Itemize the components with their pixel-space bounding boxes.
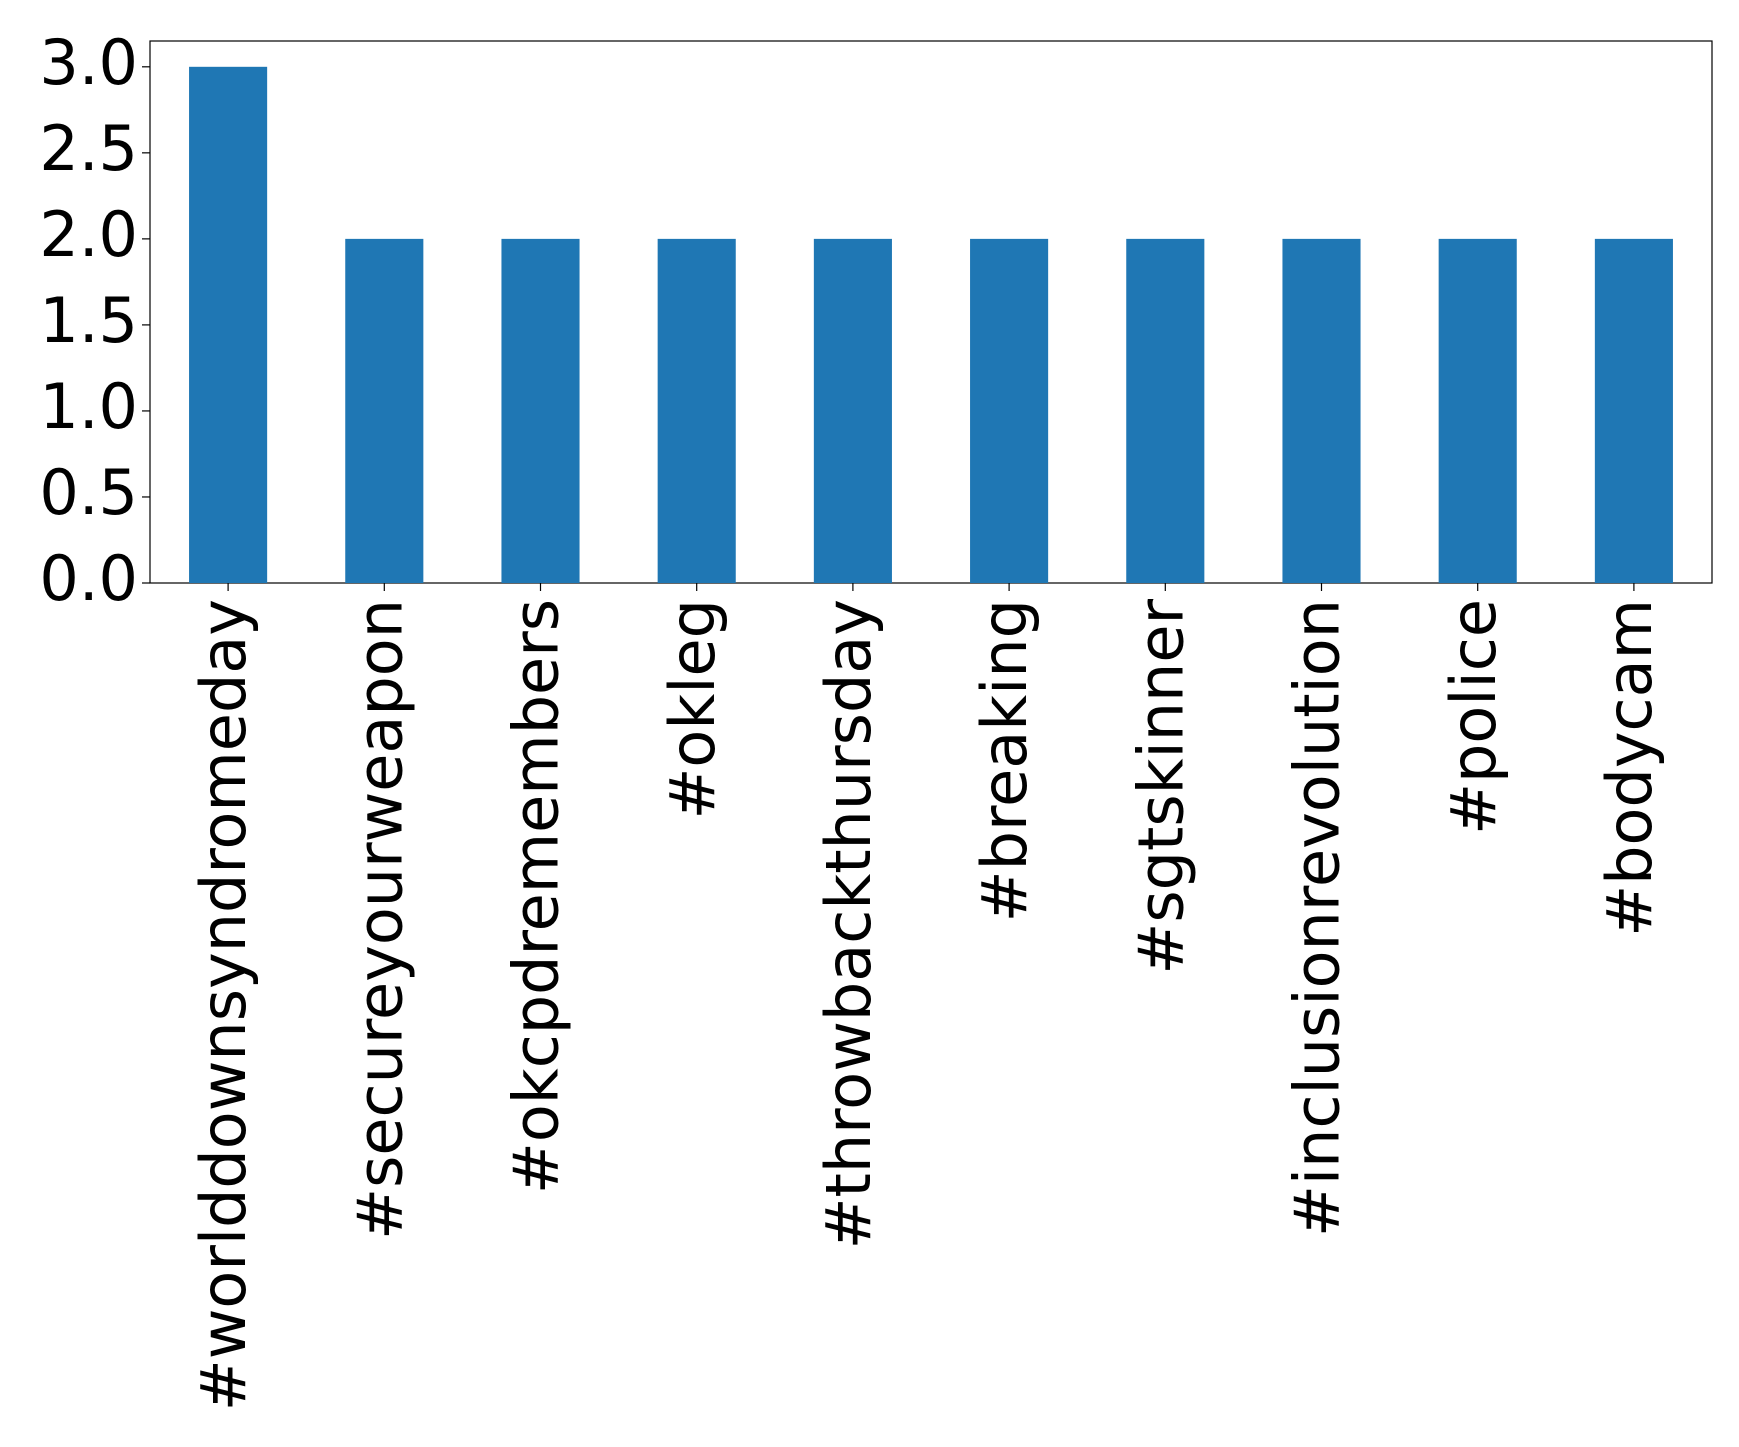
- bar: [501, 238, 580, 583]
- bar: [970, 238, 1049, 583]
- bar: [1282, 238, 1361, 583]
- y-tick-label: 1.5: [39, 284, 138, 357]
- x-tick-label: #secureyourweapon: [343, 599, 416, 1240]
- y-tick-label: 3.0: [39, 26, 138, 99]
- x-tick-label: #bodycam: [1593, 599, 1666, 937]
- bar: [657, 238, 736, 583]
- x-tick-label: #throwbackthursday: [812, 599, 885, 1249]
- y-tick-label: 1.0: [39, 370, 138, 443]
- x-tick-label: #okleg: [656, 599, 729, 820]
- y-tick-label: 2.0: [39, 198, 138, 271]
- bar: [1126, 238, 1205, 583]
- x-tick-label: #inclusionrevolution: [1281, 599, 1354, 1237]
- x-tick-label: #police: [1437, 599, 1510, 835]
- bar: [189, 66, 268, 584]
- bar: [813, 238, 892, 583]
- y-tick-label: 2.5: [39, 112, 138, 185]
- y-tick-label: 0.5: [39, 456, 138, 529]
- bar: [1438, 238, 1517, 583]
- x-tick-label: #worlddownsyndromeday: [187, 599, 260, 1411]
- x-tick-label: #okcpdremembers: [500, 599, 573, 1194]
- x-tick-label: #breaking: [968, 599, 1041, 922]
- y-tick-label: 0.0: [39, 542, 138, 615]
- plot-frame: [149, 40, 1713, 584]
- bar: [345, 238, 424, 583]
- bar: [1594, 238, 1673, 583]
- x-tick-label: #sgtskinner: [1124, 598, 1197, 974]
